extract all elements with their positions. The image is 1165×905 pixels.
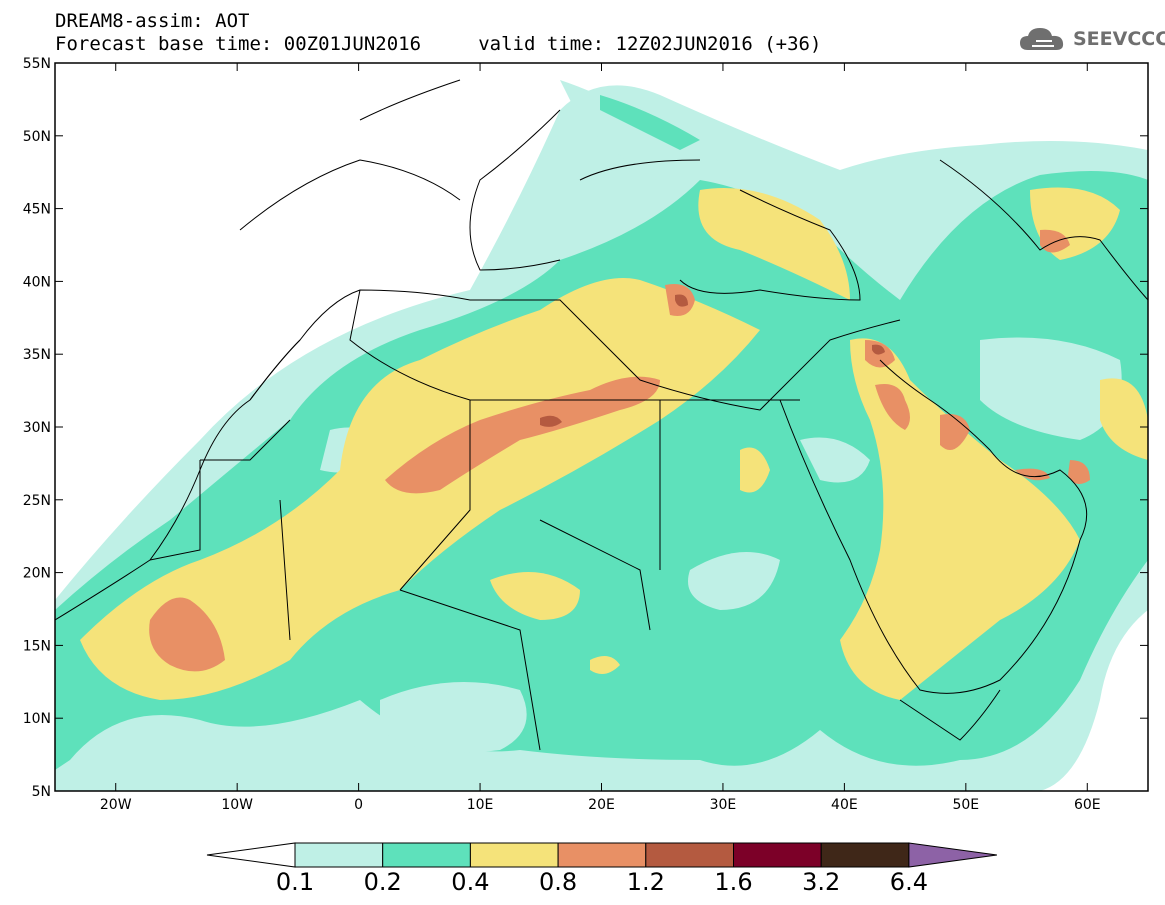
- colorbar-segment: [733, 842, 822, 868]
- lon-tick-label: 10W: [221, 797, 253, 813]
- colorbar-label: 3.2: [802, 868, 841, 896]
- lon-tick-label: 30E: [710, 797, 737, 813]
- longitude-axis: 20W 10W 0 10E 20E 30E 40E 50E 60E: [100, 63, 1101, 813]
- forecast-time-subtitle: Forecast base time: 00Z01JUN2016 valid t…: [55, 33, 822, 55]
- aot-contour-0.8: [385, 376, 660, 494]
- lat-tick-label: 45N: [23, 202, 51, 218]
- lon-tick-label: 60E: [1074, 797, 1101, 813]
- colorbar-label: 0.4: [451, 868, 490, 896]
- lon-tick-label: 20W: [100, 797, 132, 813]
- colorbar-label: 6.4: [889, 868, 928, 896]
- map-title: DREAM8-assim: AOT: [55, 10, 250, 32]
- colorbar-label: 1.2: [626, 868, 665, 896]
- lat-tick-label: 30N: [23, 420, 51, 436]
- aot-colorbar: [206, 842, 997, 868]
- lat-tick-label: 55N: [23, 56, 51, 72]
- colorbar-segment: [557, 842, 647, 868]
- lon-tick-label: 50E: [952, 797, 979, 813]
- lon-tick-label: 40E: [831, 797, 858, 813]
- colorbar-label: 0.8: [539, 868, 578, 896]
- colorbar-high-arrow: [908, 842, 997, 868]
- colorbar-segment: [820, 842, 910, 868]
- lat-tick-label: 40N: [23, 274, 51, 290]
- logo-text: SEEVCCC: [1073, 28, 1165, 50]
- cloud-icon: [1020, 28, 1064, 50]
- aot-field: [55, 63, 1148, 791]
- latitude-axis: 55N 50N 45N 40N 35N 30N 25N 20N 15N 10N 5N: [23, 56, 1148, 800]
- colorbar-label: 0.2: [363, 868, 402, 896]
- colorbar-segment: [645, 842, 734, 868]
- lon-tick-label: 10E: [467, 797, 494, 813]
- colorbar-label: 1.6: [714, 868, 753, 896]
- coastlines: [55, 79, 1148, 751]
- colorbar-label: 0.1: [275, 868, 315, 896]
- lat-tick-label: 35N: [23, 347, 51, 363]
- lat-tick-label: 15N: [23, 638, 51, 654]
- lat-tick-label: 20N: [23, 566, 51, 582]
- lon-tick-label: 0: [354, 797, 363, 813]
- lat-tick-label: 10N: [23, 711, 51, 727]
- lat-tick-label: 5N: [32, 784, 51, 800]
- colorbar-segment: [382, 842, 471, 868]
- lat-tick-label: 50N: [23, 129, 51, 145]
- lon-tick-label: 20E: [588, 797, 615, 813]
- aot-contour-1.2: [540, 415, 562, 427]
- colorbar-segment: [469, 842, 559, 868]
- colorbar-segment: [294, 842, 384, 868]
- colorbar-low-arrow: [206, 842, 296, 868]
- seevccc-logo: SEEVCCC: [1018, 24, 1165, 56]
- lat-tick-label: 25N: [23, 493, 51, 509]
